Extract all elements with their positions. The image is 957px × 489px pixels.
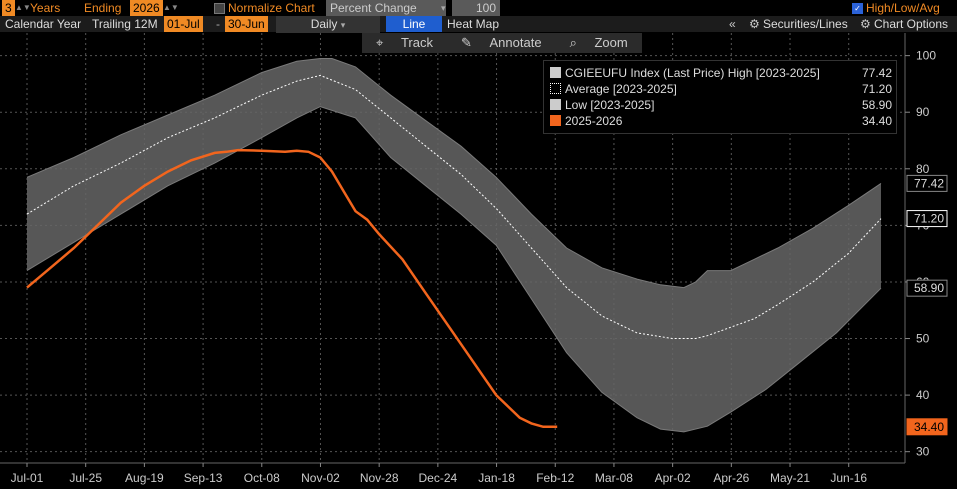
x-tick-label: Sep-13 [184, 471, 223, 485]
y-tick-label: 30 [916, 445, 930, 459]
legend-high-value: 77.42 [861, 66, 892, 80]
x-tick-label: Nov-28 [360, 471, 399, 485]
end-label-average-box [906, 210, 948, 228]
y-tick-label: 90 [916, 105, 930, 119]
date-separator: - [216, 17, 220, 31]
chart-tools: ⌖ Track ✎ Annotate ⌕ Zoom [362, 33, 642, 53]
ending-label: Ending [84, 1, 122, 15]
x-tick-label: Feb-12 [536, 471, 574, 485]
legend-low-value: 58.90 [861, 98, 892, 112]
track-label: Track [400, 35, 433, 50]
zoom-tool[interactable]: ⌕ Zoom [556, 33, 642, 53]
normalize-value-input[interactable]: 100 [452, 0, 500, 16]
magnifier-icon: ⌕ [569, 35, 577, 50]
y-tick-label: 100 [916, 49, 936, 63]
annotate-tool[interactable]: ✎ Annotate [447, 33, 556, 53]
ending-spinner-icon[interactable]: ▲▼ [163, 3, 179, 12]
x-tick-label: May-21 [770, 471, 810, 485]
end-label-average: 71.20 [914, 212, 944, 226]
chart-options-button[interactable]: Chart Options [874, 17, 949, 31]
legend-item-average: Average [2023-2025] [550, 81, 677, 97]
heat-map-button[interactable]: Heat Map [447, 17, 500, 31]
x-tick-label: Apr-02 [655, 471, 691, 485]
end-label-current: 34.40 [914, 420, 944, 434]
end-label-low: 58.90 [914, 281, 944, 295]
period-dropdown-icon[interactable]: ▾ [340, 20, 346, 30]
x-tick-label: Nov-02 [301, 471, 340, 485]
pencil-icon: ✎ [460, 35, 472, 50]
end-label-high: 77.42 [914, 176, 944, 190]
legend-average-label: Average [2023-2025] [565, 82, 677, 96]
annotate-label: Annotate [489, 35, 542, 50]
years-label: Years [30, 1, 61, 15]
x-tick-label: Apr-26 [713, 471, 749, 485]
legend-item-low: Low [2023-2025] [550, 97, 654, 113]
high-series-line [26, 58, 882, 289]
x-tick-label: Jul-01 [11, 471, 44, 485]
x-tick-label: Jan-18 [478, 471, 515, 485]
hla-label: High/Low/Avg [866, 1, 940, 15]
current-series-line [26, 148, 558, 429]
trailing-12m-button[interactable]: Trailing 12M [92, 17, 158, 31]
chart-legend[interactable]: CGIEEUFU Index (Last Price) High [2023-2… [543, 60, 897, 134]
x-tick-label: Oct-08 [244, 471, 280, 485]
line-button[interactable]: Line [386, 16, 442, 32]
securities-gear-icon[interactable]: ⚙ [749, 17, 760, 31]
legend-low-label: Low [2023-2025] [565, 98, 655, 112]
x-tick-label: Jun-16 [830, 471, 867, 485]
start-date-input[interactable]: 01-Jul [164, 16, 203, 32]
legend-swatch-current [550, 115, 561, 126]
x-tick-label: Jul-25 [69, 471, 102, 485]
legend-swatch-high [550, 67, 561, 78]
period-select[interactable]: Daily ▾ [276, 16, 380, 33]
collapse-button[interactable]: « [729, 17, 736, 31]
period-label: Daily [310, 17, 338, 31]
x-axis-ticks: Jul-01 Jul-25 Aug-19 Sep-13 Oct-08 Nov-02 Nov-… [11, 463, 867, 485]
low-series-line [26, 106, 882, 433]
legend-swatch-low [550, 99, 561, 110]
y-tick-label: 80 [916, 162, 930, 176]
track-tool[interactable]: ⌖ Track [362, 33, 447, 53]
legend-item-high: CGIEEUFU Index (Last Price) High [2023-2… [550, 65, 820, 81]
high-low-band [27, 58, 881, 432]
crosshair-icon: ⌖ [376, 35, 384, 50]
y-axis-ticks: 30405060708090100 [905, 49, 936, 459]
hla-checkbox[interactable]: ✓ [852, 3, 863, 14]
normalize-dropdown-icon[interactable]: ▾ [441, 3, 446, 13]
legend-average-value: 71.20 [861, 82, 892, 96]
end-label-current-box [906, 418, 948, 436]
y-tick-label: 50 [916, 332, 930, 346]
x-tick-label: Dec-24 [419, 471, 458, 485]
years-input[interactable]: 3 [2, 0, 15, 16]
end-date-input[interactable]: 30-Jun [225, 16, 268, 32]
legend-high-label: CGIEEUFU Index (Last Price) High [2023-2… [565, 66, 820, 80]
x-tick-label: Mar-08 [595, 471, 633, 485]
end-label-low-box [906, 279, 948, 297]
normalize-select[interactable]: Percent Change [326, 0, 446, 16]
chart-options-gear-icon[interactable]: ⚙ [860, 17, 871, 31]
calendar-year-button[interactable]: Calendar Year [5, 17, 82, 31]
legend-swatch-average [550, 83, 561, 94]
end-value-labels: 77.42 71.20 58.90 34.40 [906, 174, 948, 436]
years-spinner-icon[interactable]: ▲▼ [15, 3, 31, 12]
normalize-label: Normalize Chart [228, 1, 315, 15]
securities-lines-button[interactable]: Securities/Lines [763, 17, 848, 31]
legend-current-label: 2025-2026 [565, 114, 623, 128]
legend-item-current: 2025-2026 [550, 113, 622, 129]
legend-current-value: 34.40 [861, 114, 892, 128]
end-label-high-box [906, 174, 948, 192]
normalize-checkbox[interactable] [214, 3, 225, 14]
y-tick-label: 40 [916, 388, 930, 402]
ending-input[interactable]: 2026 [130, 0, 163, 16]
zoom-label: Zoom [594, 35, 628, 50]
x-tick-label: Aug-19 [125, 471, 164, 485]
